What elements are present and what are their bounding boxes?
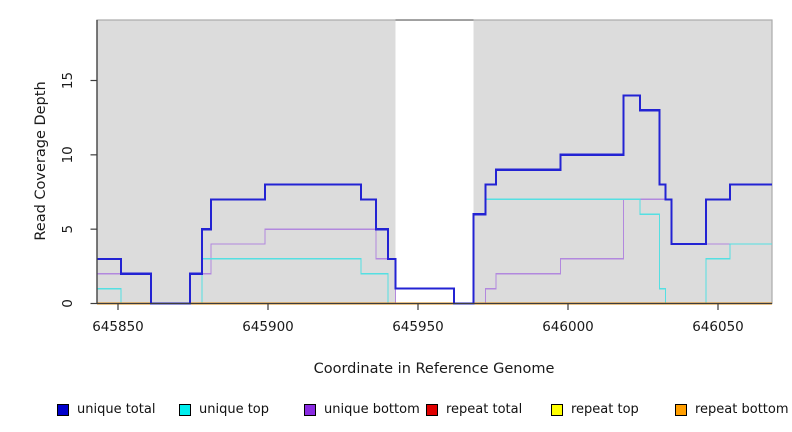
gap-region bbox=[395, 20, 474, 304]
legend-label-repeat-bottom: repeat bottom bbox=[695, 402, 789, 417]
coverage-plot: 645850 645900 645950 646000 646050 0 5 10 15 bbox=[60, 19, 773, 335]
legend-label-unique-bottom: unique bottom bbox=[324, 402, 420, 417]
x-tick-label: 646000 bbox=[542, 319, 594, 335]
x-tick-label: 645900 bbox=[242, 319, 294, 335]
x-tick-label: 645850 bbox=[92, 319, 144, 335]
legend-label-repeat-total: repeat total bbox=[446, 402, 523, 417]
legend-item-unique-top: unique top bbox=[179, 402, 269, 417]
legend-label-repeat-top: repeat top bbox=[571, 402, 639, 417]
legend-item-repeat-top: repeat top bbox=[551, 402, 639, 417]
legend-label-unique-total: unique total bbox=[77, 402, 156, 417]
legend-label-unique-top: unique top bbox=[199, 402, 270, 417]
x-axis-title: Coordinate in Reference Genome bbox=[313, 361, 555, 377]
legend-item-unique-total: unique total bbox=[57, 402, 155, 417]
y-tick-label: 10 bbox=[60, 146, 76, 163]
x-tick-label: 645950 bbox=[392, 319, 444, 335]
y-axis-title: Read Coverage Depth bbox=[33, 81, 49, 241]
legend-item-repeat-bottom: repeat bottom bbox=[675, 402, 789, 417]
y-tick-label: 5 bbox=[60, 225, 76, 234]
legend-swatch-repeat-bottom bbox=[675, 403, 687, 416]
legend-swatch-repeat-top bbox=[551, 403, 563, 416]
x-tick-label: 646050 bbox=[692, 319, 744, 335]
legend-swatch-unique-bottom bbox=[304, 403, 316, 416]
legend-swatch-unique-top bbox=[179, 403, 191, 416]
y-tick-label: 15 bbox=[60, 72, 76, 89]
legend-swatch-repeat-total bbox=[426, 403, 438, 416]
legend-swatch-unique-total bbox=[57, 403, 69, 416]
y-tick-label: 0 bbox=[60, 299, 76, 308]
legend-item-unique-bottom: unique bottom bbox=[304, 402, 420, 417]
legend-item-repeat-total: repeat total bbox=[426, 402, 522, 417]
